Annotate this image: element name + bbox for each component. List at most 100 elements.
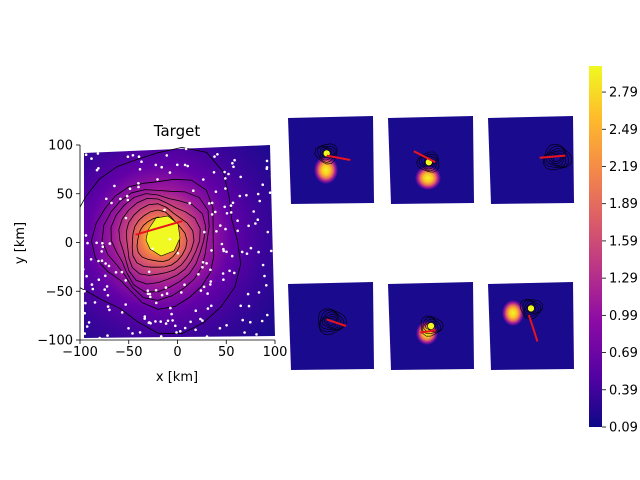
station-marker bbox=[138, 331, 142, 334]
sample-peak bbox=[427, 322, 435, 330]
station-marker bbox=[233, 158, 236, 162]
sample-panel-6 bbox=[488, 282, 574, 370]
station-marker bbox=[155, 301, 158, 305]
station-marker bbox=[209, 283, 212, 286]
y-tick-label: 50 bbox=[56, 187, 73, 202]
station-marker bbox=[137, 185, 140, 189]
station-marker bbox=[222, 247, 225, 251]
station-marker bbox=[228, 269, 231, 273]
station-marker bbox=[201, 265, 204, 269]
sample-contour-line bbox=[525, 303, 537, 313]
station-marker bbox=[131, 332, 134, 335]
station-marker bbox=[138, 168, 142, 171]
station-marker bbox=[245, 193, 248, 197]
station-marker bbox=[245, 252, 249, 255]
sample-panel-4 bbox=[288, 282, 374, 370]
x-tick-label: 0 bbox=[173, 345, 181, 360]
station-marker bbox=[176, 163, 179, 167]
station-marker bbox=[210, 213, 214, 216]
station-marker bbox=[140, 160, 143, 163]
station-marker bbox=[184, 147, 188, 151]
sample-2-hotspot bbox=[415, 166, 441, 190]
station-marker bbox=[199, 289, 203, 292]
station-marker bbox=[254, 222, 257, 225]
station-marker bbox=[156, 178, 159, 181]
sample-panel-3 bbox=[488, 116, 574, 204]
station-marker bbox=[163, 208, 166, 212]
station-marker bbox=[90, 283, 94, 286]
station-marker bbox=[266, 313, 269, 317]
station-marker bbox=[105, 197, 108, 201]
contour-line bbox=[90, 178, 215, 310]
station-marker bbox=[225, 212, 229, 215]
station-marker bbox=[224, 187, 227, 190]
station-marker bbox=[176, 251, 180, 255]
station-marker bbox=[84, 301, 87, 305]
station-marker bbox=[160, 165, 163, 169]
station-marker bbox=[268, 191, 272, 194]
station-marker bbox=[89, 258, 93, 261]
station-marker bbox=[170, 312, 173, 316]
sample-direction-arrow bbox=[420, 329, 436, 334]
station-marker bbox=[269, 249, 273, 253]
sample-peak bbox=[527, 304, 535, 313]
station-marker bbox=[171, 319, 174, 322]
station-marker bbox=[154, 320, 157, 323]
station-marker bbox=[205, 262, 208, 265]
contour-line bbox=[131, 209, 188, 268]
station-marker bbox=[175, 331, 178, 334]
station-marker bbox=[90, 157, 93, 160]
station-marker bbox=[213, 155, 216, 158]
y-tick-label: −100 bbox=[37, 334, 73, 349]
sample-contour-line bbox=[421, 316, 442, 335]
station-marker bbox=[96, 152, 100, 155]
station-marker bbox=[81, 175, 84, 179]
target-title: Target bbox=[153, 122, 201, 140]
station-marker bbox=[229, 204, 233, 207]
station-marker bbox=[224, 177, 227, 180]
y-tick-label: −50 bbox=[46, 285, 73, 300]
station-marker bbox=[103, 288, 106, 291]
station-marker bbox=[124, 303, 127, 306]
target-contours bbox=[80, 146, 242, 335]
station-marker bbox=[225, 324, 228, 327]
station-marker bbox=[179, 330, 182, 333]
station-marker bbox=[210, 201, 214, 205]
station-marker bbox=[261, 183, 265, 186]
contour-line bbox=[125, 203, 195, 276]
station-marker bbox=[87, 321, 91, 324]
station-marker bbox=[146, 289, 150, 293]
sample-3-background bbox=[488, 116, 574, 204]
station-marker bbox=[202, 285, 206, 289]
station-marker bbox=[164, 322, 168, 325]
sample-6-contours bbox=[519, 298, 543, 320]
station-marker bbox=[124, 279, 127, 282]
station-marker bbox=[106, 334, 109, 337]
contour-line bbox=[80, 146, 242, 335]
station-marker bbox=[164, 286, 168, 289]
target-peak-region bbox=[145, 215, 181, 257]
station-marker bbox=[222, 278, 225, 282]
station-marker bbox=[215, 230, 218, 233]
station-marker bbox=[229, 211, 233, 214]
station-marker bbox=[148, 292, 152, 296]
sample-contour-line bbox=[318, 308, 348, 335]
sample-contour-line bbox=[552, 153, 562, 162]
sample-panels bbox=[288, 116, 574, 370]
sample-panel-1 bbox=[288, 116, 374, 204]
station-marker bbox=[265, 166, 269, 169]
station-marker bbox=[183, 283, 186, 287]
sample-panel-2 bbox=[388, 116, 474, 204]
station-marker bbox=[97, 167, 100, 170]
station-marker bbox=[104, 262, 107, 265]
station-marker bbox=[106, 294, 110, 297]
station-marker bbox=[209, 268, 212, 272]
station-marker bbox=[120, 311, 124, 314]
station-marker bbox=[206, 307, 210, 310]
sample-panel-5 bbox=[388, 282, 474, 370]
sample-contour-line bbox=[519, 298, 543, 320]
station-marker bbox=[209, 280, 213, 283]
station-marker bbox=[83, 311, 86, 315]
station-marker bbox=[120, 270, 124, 274]
